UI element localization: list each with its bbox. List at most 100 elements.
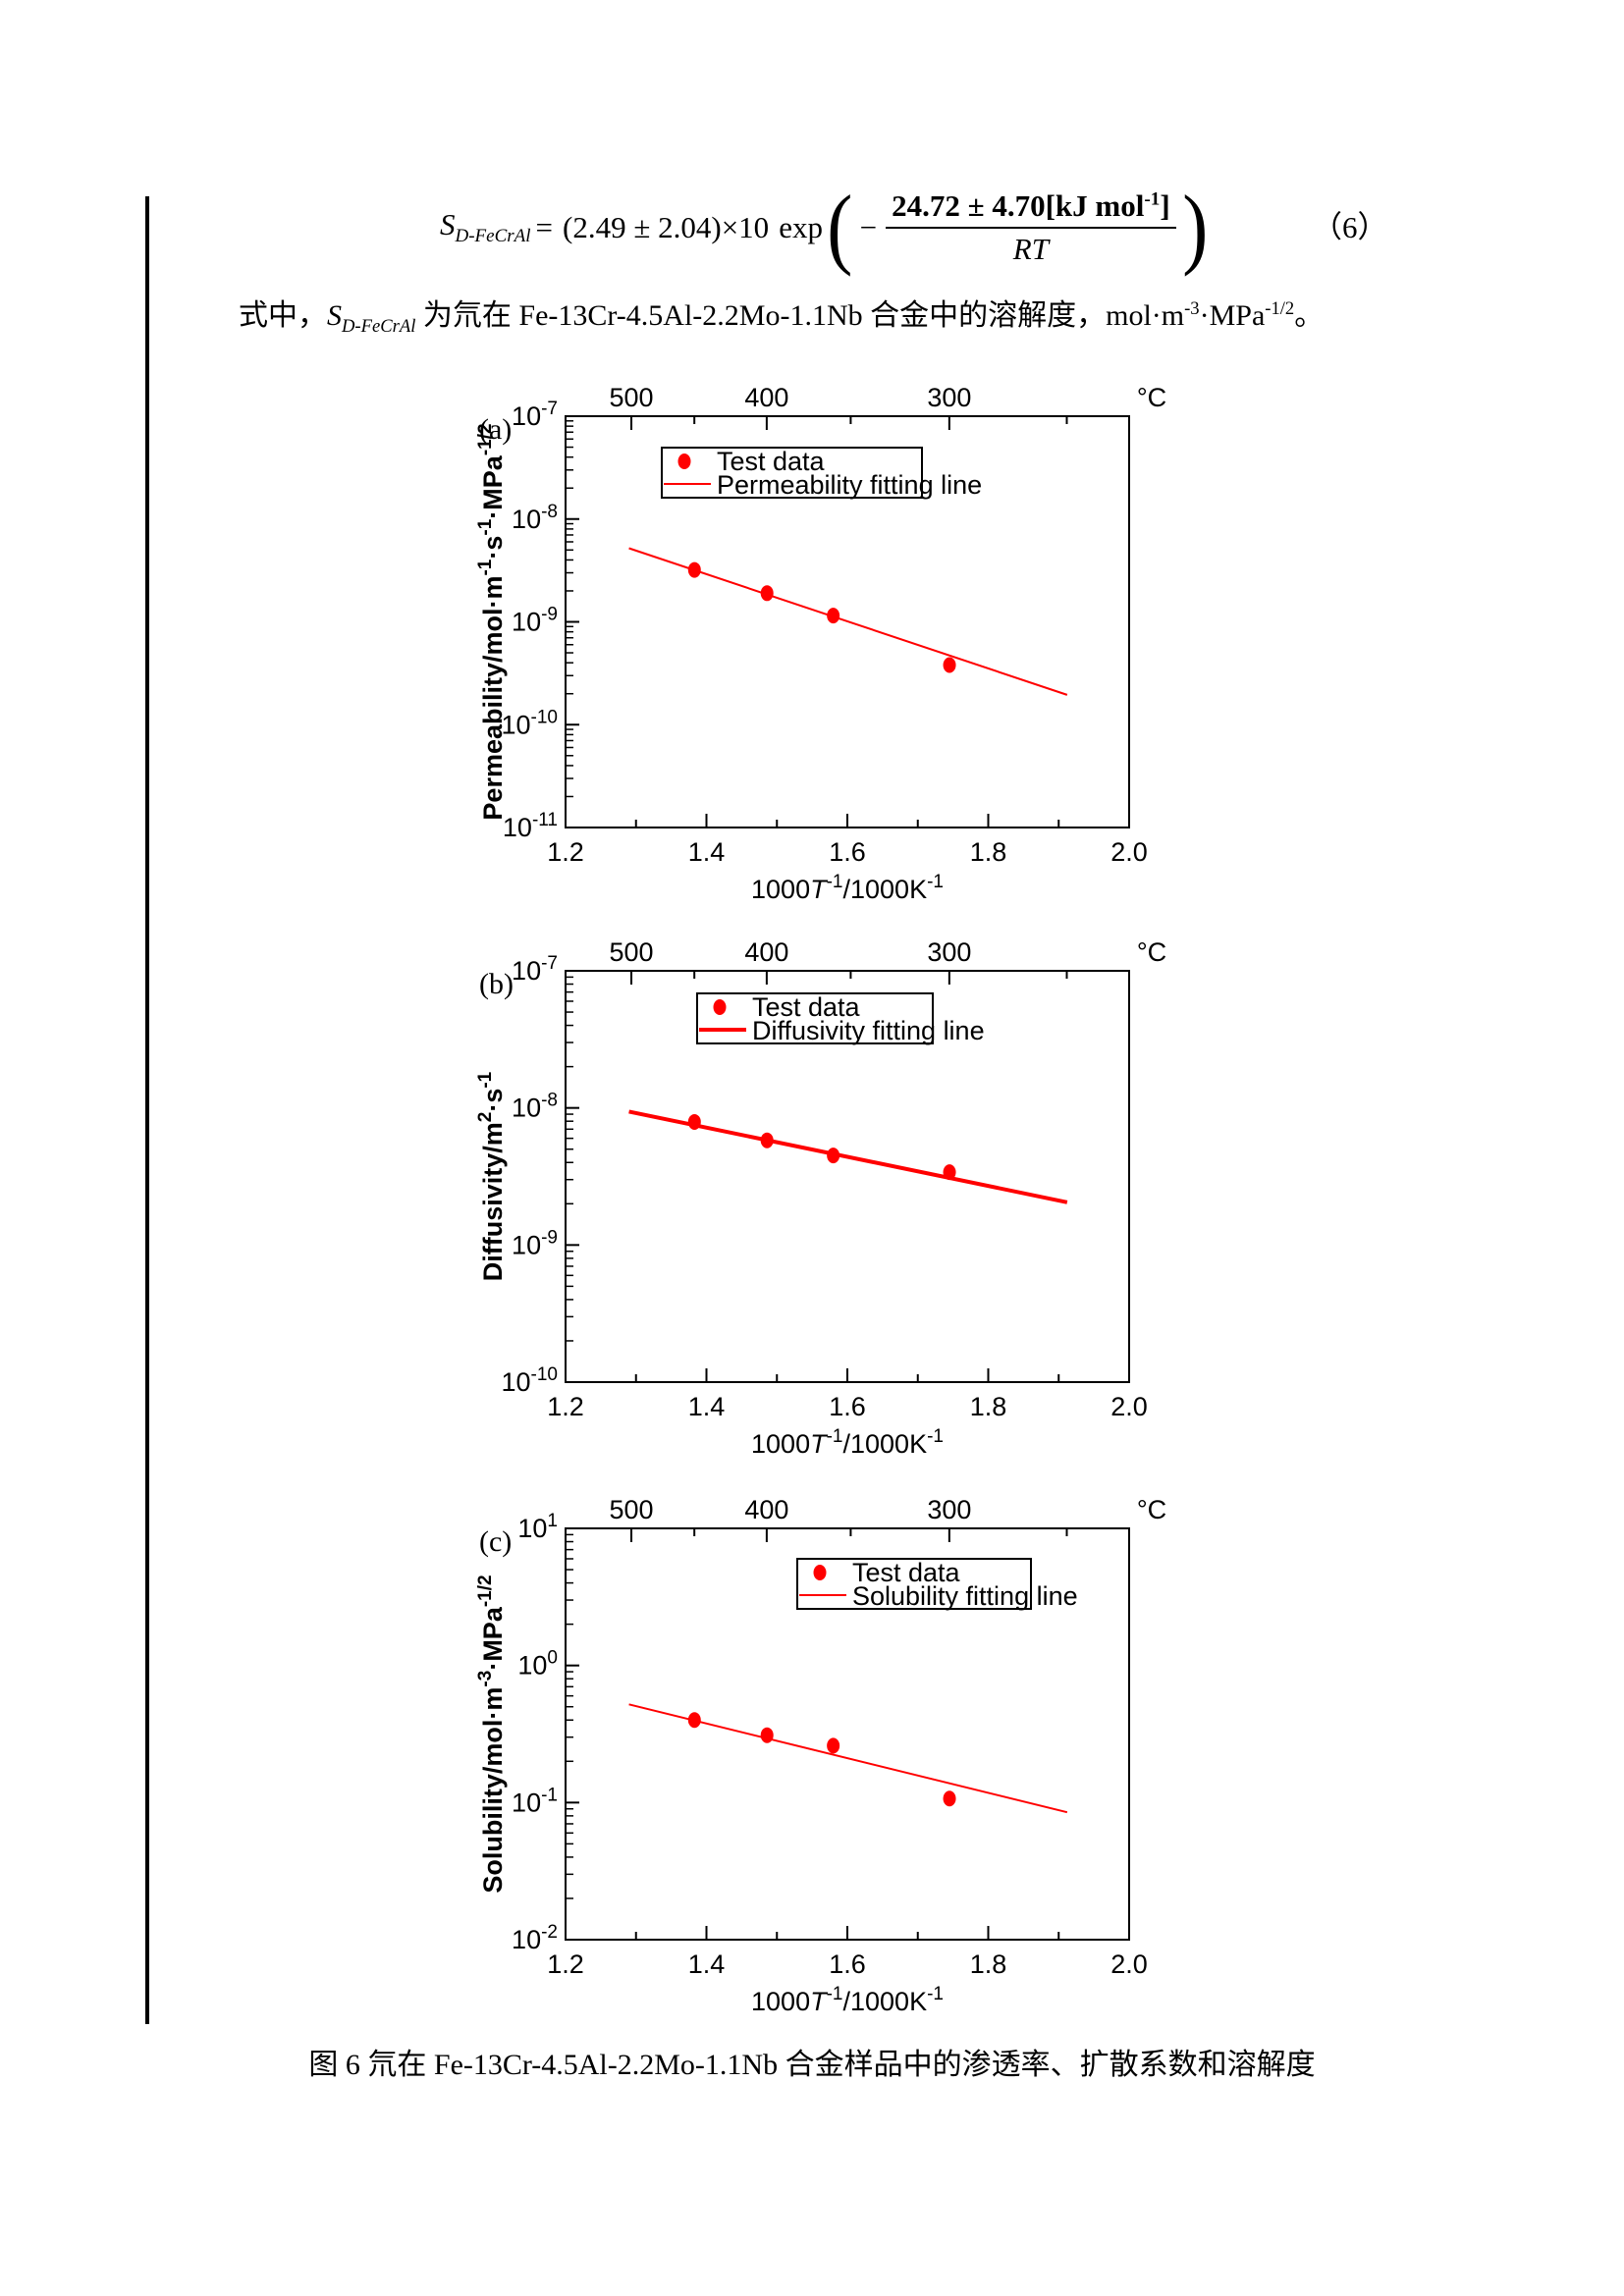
equation-variable: S xyxy=(440,207,456,242)
svg-text:300: 300 xyxy=(927,383,971,412)
svg-text:1.6: 1.6 xyxy=(829,1392,866,1421)
big-close-paren: ) xyxy=(1181,177,1209,278)
legend-item-test-data: Test data xyxy=(717,447,826,476)
svg-text:300: 300 xyxy=(927,937,971,967)
y-axis-title: Solubility/mol·m-3·MPa-1/2 xyxy=(475,1575,508,1893)
data-point xyxy=(827,1148,840,1164)
equation-6: SD-FeCrAl = (2.49 ± 2.04)×10 exp ( − 24.… xyxy=(440,173,1210,283)
y-axis-ticks: 10-10 10-9 10-8 10-7 xyxy=(501,953,579,1397)
chart-diffusivity-canvas: 1.2 1.4 1.6 1.8 2.0 10-10 10-9 10-8 10-7 500 400 30… xyxy=(475,937,1166,1459)
minus-sign: − xyxy=(859,210,878,244)
svg-text:1.2: 1.2 xyxy=(547,1392,584,1421)
data-points xyxy=(687,561,956,673)
svg-text:2.0: 2.0 xyxy=(1110,1949,1148,1979)
svg-text:500: 500 xyxy=(609,383,653,412)
fit-line xyxy=(628,1109,1068,1204)
svg-text:100: 100 xyxy=(517,1648,558,1681)
data-point xyxy=(687,561,701,578)
x-axis-ticks: 1.2 1.4 1.6 1.8 2.0 xyxy=(547,814,1148,867)
top-axis-ticks: 500 400 300 xyxy=(609,1495,1068,1542)
body-paragraph: 式中，SD-FeCrAl 为氘在 Fe-13Cr-4.5Al-2.2Mo-1.1… xyxy=(239,298,1325,337)
fit-line xyxy=(628,547,1068,696)
legend-item-test-data: Test data xyxy=(852,1558,961,1587)
svg-text:1.2: 1.2 xyxy=(547,1949,584,1979)
svg-text:1.4: 1.4 xyxy=(688,1949,726,1979)
exp-function: exp xyxy=(779,210,823,244)
data-point xyxy=(943,1164,956,1181)
data-point xyxy=(943,657,956,673)
svg-text:1.4: 1.4 xyxy=(688,837,726,867)
legend-marker-icon xyxy=(813,1565,827,1580)
svg-text:2.0: 2.0 xyxy=(1110,1392,1148,1421)
data-point xyxy=(687,1712,701,1729)
svg-text:10-8: 10-8 xyxy=(512,502,558,534)
chart-permeability: 1.2 1.4 1.6 1.8 2.0 10-11 10-10 10-9 10-8 10-7 500… xyxy=(471,383,1178,918)
data-points xyxy=(687,1113,956,1181)
data-points xyxy=(687,1712,956,1807)
paragraph-variable: S xyxy=(327,299,342,332)
legend-item-fitting-line: Solubility fitting line xyxy=(852,1581,1078,1611)
svg-text:1.8: 1.8 xyxy=(970,1392,1007,1421)
svg-text:10-7: 10-7 xyxy=(512,399,558,431)
svg-text:1.6: 1.6 xyxy=(829,1949,866,1979)
x-axis-ticks: 1.2 1.4 1.6 1.8 2.0 xyxy=(547,1926,1148,1979)
top-axis-unit: °C xyxy=(1137,383,1166,412)
svg-text:10-1: 10-1 xyxy=(512,1785,558,1817)
svg-text:10-9: 10-9 xyxy=(512,605,558,637)
y-axis-title: Diffusivity/m2·s-1 xyxy=(475,1071,508,1281)
svg-text:10-8: 10-8 xyxy=(512,1091,558,1123)
top-axis-unit: °C xyxy=(1137,1495,1166,1524)
x-axis-title: 1000T-1/1000K-1 xyxy=(751,1984,944,2016)
equation-prefactor: (2.49 ± 2.04)×10 xyxy=(563,210,770,244)
svg-text:10-11: 10-11 xyxy=(503,810,558,842)
y-axis-ticks: 10-11 10-10 10-9 10-8 10-7 xyxy=(501,399,579,842)
chart-solubility-canvas: 1.2 1.4 1.6 1.8 2.0 10-2 10-1 100 101 500 400 300 °C… xyxy=(475,1495,1166,2016)
data-point xyxy=(760,1727,774,1743)
data-point xyxy=(943,1790,956,1807)
x-axis-title: 1000T-1/1000K-1 xyxy=(751,1426,944,1459)
data-point xyxy=(687,1113,701,1130)
x-axis-ticks: 1.2 1.4 1.6 1.8 2.0 xyxy=(547,1368,1148,1421)
fraction-numerator: 24.72 ± 4.70[kJ mol-1] xyxy=(886,188,1176,229)
legend-marker-icon xyxy=(713,999,727,1015)
x-axis-title: 1000T-1/1000K-1 xyxy=(751,872,944,904)
panel-label: (b) xyxy=(479,968,514,1000)
figure-caption: 图 6 氘在 Fe-13Cr-4.5Al-2.2Mo-1.1Nb 合金样品中的渗… xyxy=(308,2049,1316,2081)
svg-text:2.0: 2.0 xyxy=(1110,837,1148,867)
data-point xyxy=(827,1737,840,1754)
chart-solubility: 1.2 1.4 1.6 1.8 2.0 10-2 10-1 100 101 500 400 300 °C… xyxy=(471,1495,1178,2030)
top-axis-ticks: 500 400 300 xyxy=(609,937,1068,985)
svg-text:1.8: 1.8 xyxy=(970,1949,1007,1979)
legend-item-test-data: Test data xyxy=(752,992,861,1022)
legend-marker-icon xyxy=(677,454,691,469)
svg-text:300: 300 xyxy=(927,1495,971,1524)
panel-label: (c) xyxy=(479,1525,512,1558)
data-point xyxy=(827,608,840,624)
svg-text:1.8: 1.8 xyxy=(970,837,1007,867)
fit-line xyxy=(628,1703,1068,1814)
legend-item-fitting-line: Diffusivity fitting line xyxy=(752,1016,985,1045)
equation-number: （6） xyxy=(1312,210,1388,244)
equation-fraction: 24.72 ± 4.70[kJ mol-1] RT xyxy=(886,188,1176,267)
svg-text:1.6: 1.6 xyxy=(829,837,866,867)
big-open-paren: ( xyxy=(827,177,853,278)
svg-text:400: 400 xyxy=(744,383,788,412)
data-point xyxy=(760,585,774,602)
svg-text:400: 400 xyxy=(744,1495,788,1524)
equation-variable-subscript: D-FeCrAl xyxy=(455,226,531,247)
equation-lhs: SD-FeCrAl xyxy=(440,207,531,247)
y-axis-ticks: 10-2 10-1 100 101 xyxy=(512,1511,579,1954)
svg-text:10-9: 10-9 xyxy=(512,1227,558,1259)
chart-permeability-canvas: 1.2 1.4 1.6 1.8 2.0 10-11 10-10 10-9 10-8 10-7 500… xyxy=(475,383,1166,904)
chart-diffusivity: 1.2 1.4 1.6 1.8 2.0 10-10 10-9 10-8 10-7 500 400 30… xyxy=(471,937,1178,1472)
svg-text:1.2: 1.2 xyxy=(547,837,584,867)
y-axis-title: Permeability/mol·m-1·s-1·MPa-1/2 xyxy=(475,423,508,820)
svg-text:10-10: 10-10 xyxy=(501,1364,558,1397)
top-axis-unit: °C xyxy=(1137,937,1166,967)
svg-text:10-10: 10-10 xyxy=(501,707,558,739)
svg-text:500: 500 xyxy=(609,937,653,967)
